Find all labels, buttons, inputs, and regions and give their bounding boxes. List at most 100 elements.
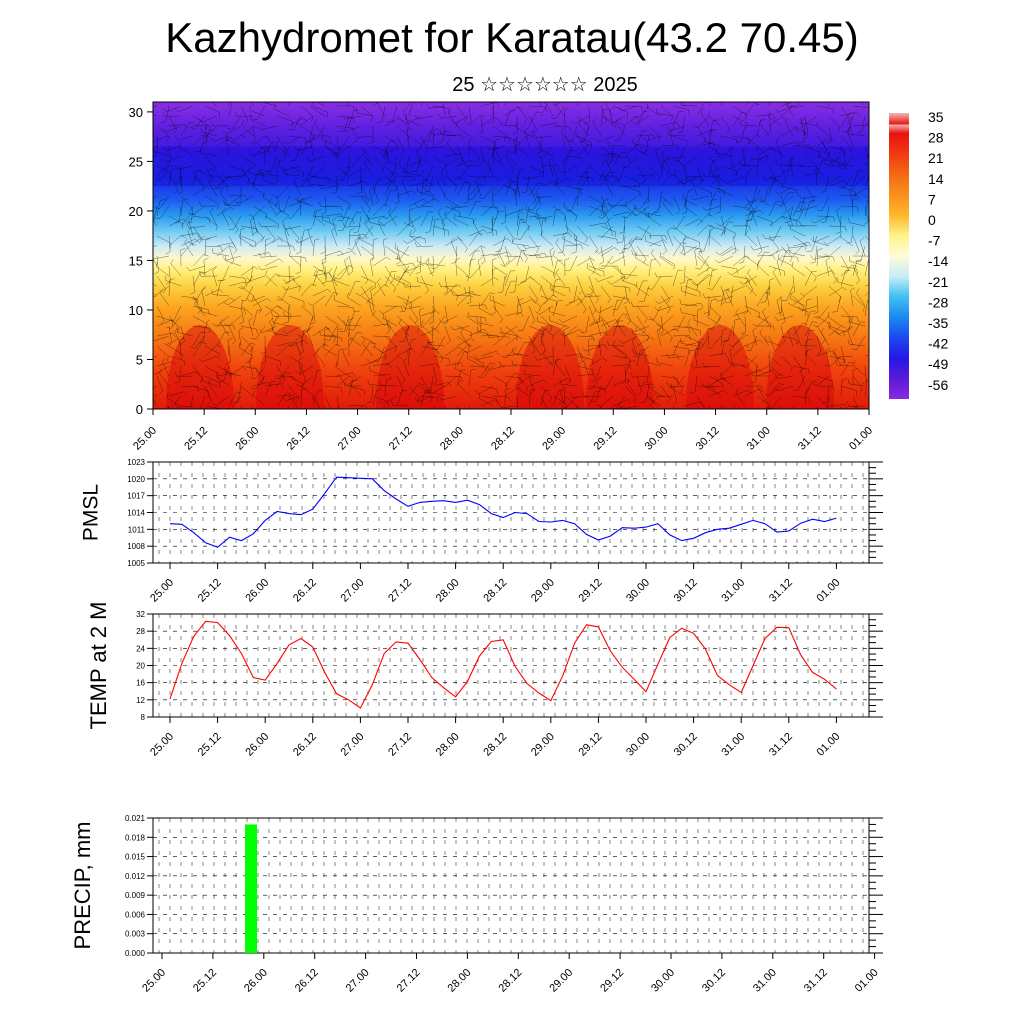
- wind-barb: [336, 330, 339, 347]
- wind-barb: [345, 115, 362, 120]
- wind-barb-flag: [198, 201, 202, 207]
- wind-barb: [429, 215, 434, 232]
- wind-barb-flag: [250, 342, 256, 345]
- wind-barb-flag: [166, 326, 172, 329]
- wind-barb: [420, 375, 429, 391]
- wind-barb: [348, 311, 356, 327]
- wind-barb-flag: [377, 121, 383, 123]
- wind-barb: [428, 175, 434, 192]
- wind-barb-flag: [292, 245, 296, 251]
- wind-barb: [384, 335, 397, 348]
- wind-barb: [372, 180, 378, 197]
- wind-barb-flag: [223, 200, 226, 206]
- wind-barb-flag: [362, 339, 366, 344]
- wind-barb-flag: [379, 380, 382, 386]
- wind-barb-flag: [175, 189, 179, 194]
- wind-barb: [262, 325, 278, 333]
- wind-barb: [177, 165, 194, 170]
- wind-barb-flag: [345, 166, 351, 169]
- wind-barb: [307, 315, 314, 332]
- x-tick-label: 29.00: [547, 967, 575, 995]
- wind-barb-flag: [220, 408, 221, 409]
- wind-barb-flag: [795, 421, 799, 424]
- wind-barb-flag: [171, 319, 176, 324]
- wind-barb: [370, 355, 386, 364]
- wind-barb-flag: [364, 180, 368, 186]
- wind-barb: [228, 135, 241, 147]
- wind-barb-flag: [337, 154, 339, 160]
- wind-barb-flag: [234, 112, 238, 117]
- wind-barb-flag: [162, 357, 166, 362]
- wind-barb-flag: [448, 130, 452, 136]
- wind-barb: [285, 174, 302, 177]
- wind-barbs: [139, 102, 869, 424]
- wind-barb-flag: [362, 168, 368, 172]
- wind-barb: [184, 242, 194, 257]
- wind-barb: [405, 172, 422, 177]
- wind-barb-flag: [174, 181, 180, 184]
- wind-barb: [372, 155, 385, 168]
- wind-barb: [223, 365, 230, 382]
- wind-barb: [180, 243, 192, 257]
- wind-barb: [313, 165, 326, 178]
- wind-barb: [228, 305, 245, 310]
- wind-barb: [456, 105, 467, 120]
- wind-barb: [372, 256, 387, 267]
- wind-barb-flag: [340, 387, 343, 393]
- wind-barb-flag: [421, 170, 424, 176]
- wind-barb: [192, 315, 208, 325]
- wind-barb: [360, 285, 370, 300]
- wind-barb: [300, 283, 312, 297]
- wind-barb: [264, 238, 280, 247]
- wind-barb: [333, 279, 350, 287]
- wind-barb: [432, 405, 435, 409]
- wind-barb: [386, 323, 398, 337]
- wind-barb: [216, 206, 231, 217]
- wind-barb: [276, 344, 289, 357]
- wind-barb: [396, 365, 406, 381]
- wind-barb-flag: [220, 318, 224, 323]
- wind-barb: [252, 252, 269, 257]
- wind-barb-flag: [407, 127, 412, 131]
- wind-barb-flag: [426, 103, 430, 109]
- x-tick-label: 28.12: [496, 967, 524, 995]
- wind-barb-flag: [322, 343, 325, 349]
- wind-barb-flag: [324, 339, 330, 341]
- wind-barb-flag: [402, 304, 406, 310]
- wind-barb-flag: [411, 171, 417, 173]
- wind-barb-flag: [258, 328, 263, 333]
- wind-barb-flag: [205, 186, 211, 190]
- wind-barb: [153, 151, 170, 157]
- wind-barb-flag: [437, 177, 442, 182]
- wind-barb: [313, 214, 326, 227]
- x-tick-label: 27.12: [386, 577, 414, 605]
- wind-barb-flag: [418, 383, 424, 386]
- wind-barb-flag: [220, 246, 223, 252]
- wind-barb: [360, 342, 370, 357]
- y-axis-label: PRECIP, mm: [70, 822, 95, 950]
- wind-barb-flag: [139, 293, 141, 298]
- wind-barb-flag: [367, 208, 371, 214]
- wind-barb-flag: [384, 355, 387, 360]
- wind-barb: [200, 135, 206, 152]
- wind-barb-flag: [409, 283, 412, 289]
- wind-barb-flag: [368, 217, 370, 223]
- wind-barb-flag: [268, 198, 272, 203]
- wind-barb: [205, 125, 218, 138]
- wind-barb: [306, 331, 314, 347]
- wind-barb-flag: [267, 150, 272, 155]
- y-tick-label: 20: [136, 662, 145, 671]
- wind-barb: [384, 172, 395, 187]
- wind-barb-flag: [282, 396, 286, 401]
- wind-barb: [240, 155, 255, 165]
- wind-barb-flag: [432, 348, 438, 351]
- wind-barb-flag: [318, 184, 322, 189]
- wind-barb: [362, 153, 374, 167]
- wind-barb: [243, 275, 254, 289]
- wind-barb: [276, 115, 293, 122]
- wind-barb: [312, 395, 321, 409]
- wind-barb-flag: [442, 217, 447, 221]
- wind-barb: [250, 119, 266, 127]
- wind-barb: [437, 211, 446, 227]
- wind-barb: [204, 365, 220, 375]
